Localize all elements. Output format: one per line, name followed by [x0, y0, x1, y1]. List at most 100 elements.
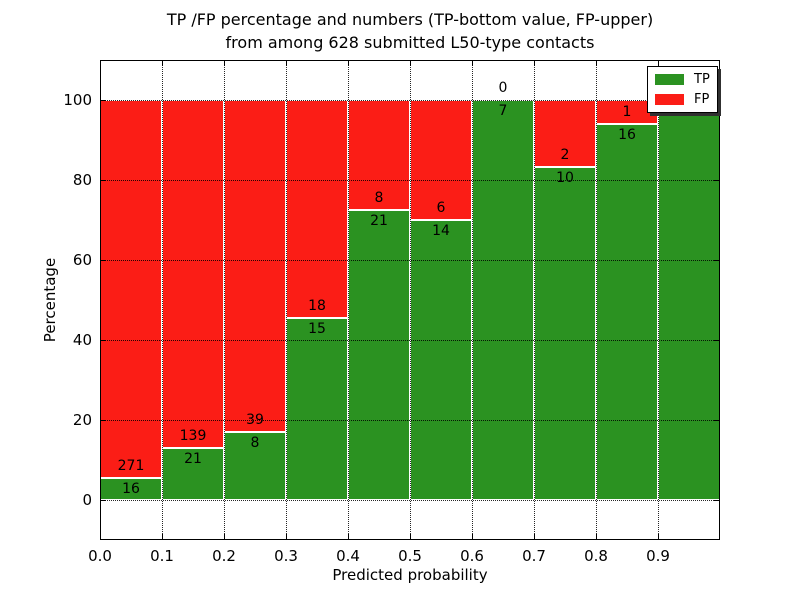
legend-swatch-tp: [655, 74, 684, 85]
x-tick: [100, 534, 101, 539]
legend-label-fp: FP: [694, 92, 710, 107]
y-tick: [101, 180, 106, 181]
x-tick-label: 0.1: [150, 547, 174, 565]
x-tick-label: 0.8: [584, 547, 608, 565]
chart-title-line1: TP /FP percentage and numbers (TP-bottom…: [166, 10, 654, 29]
fp-count-label: 271: [117, 457, 145, 474]
bar-tp-segment: [410, 220, 472, 500]
x-tick-label: 0.5: [398, 547, 422, 565]
bar-fp-segment: [286, 100, 348, 319]
fp-count-label: 0: [498, 80, 508, 96]
fp-count-label: 6: [436, 200, 446, 216]
y-tick-label: 100: [63, 91, 92, 109]
fp-count-label: 18: [308, 298, 326, 315]
x-tick: [286, 61, 287, 66]
y-tick-label: 20: [72, 411, 92, 429]
x-tick: [472, 61, 473, 66]
x-tick: [534, 61, 535, 66]
x-gridline: [224, 60, 225, 540]
fp-count-label: 2: [560, 146, 570, 163]
tp-count-label: 16: [618, 126, 636, 143]
x-gridline: [596, 60, 597, 540]
x-tick: [596, 534, 597, 539]
tp-count-label: 21: [370, 213, 388, 230]
bar-tp-segment: [286, 318, 348, 500]
y-axis-label: Percentage: [41, 257, 59, 343]
fp-count-label: 8: [374, 190, 384, 207]
bar-tp-segment: [472, 100, 534, 500]
x-tick-label: 0.6: [460, 547, 484, 565]
x-tick: [534, 534, 535, 539]
tp-count-label: 8: [250, 434, 260, 451]
legend-entry-fp: FP: [655, 92, 710, 107]
y-tick-label: 0: [82, 491, 92, 509]
x-tick-label: 0.0: [88, 547, 112, 565]
tp-count-label: 10: [556, 169, 574, 186]
fp-count-label: 139: [179, 427, 207, 444]
x-tick: [658, 534, 659, 539]
bar-fp-segment: [100, 100, 162, 478]
x-gridline: [472, 60, 473, 540]
legend-swatch-fp: [655, 94, 684, 105]
tp-count-label: 21: [184, 450, 202, 467]
x-tick: [472, 534, 473, 539]
y-tick: [714, 180, 719, 181]
y-tick-label: 80: [72, 171, 92, 189]
y-tick: [101, 260, 106, 261]
x-tick-label: 0.7: [522, 547, 546, 565]
x-axis-label: Predicted probability: [332, 566, 488, 584]
x-gridline: [286, 60, 287, 540]
bar-tp-segment: [224, 431, 286, 500]
y-tick: [101, 500, 106, 501]
bar-fp-segment: [162, 100, 224, 448]
y-tick: [714, 260, 719, 261]
x-tick-label: 0.2: [212, 547, 236, 565]
y-tick: [714, 340, 719, 341]
x-tick: [224, 61, 225, 66]
x-tick: [348, 61, 349, 66]
x-tick: [410, 534, 411, 539]
y-tick: [101, 420, 106, 421]
tp-count-label: 7: [498, 103, 508, 119]
x-gridline: [348, 60, 349, 540]
x-tick: [224, 534, 225, 539]
y-tick: [101, 100, 106, 101]
x-tick: [162, 534, 163, 539]
x-gridline: [658, 60, 659, 540]
y-tick: [714, 500, 719, 501]
x-tick-label: 0.3: [274, 547, 298, 565]
fp-count-label: 39: [246, 411, 264, 428]
y-tick: [101, 340, 106, 341]
x-gridline: [410, 60, 411, 540]
y-tick-label: 60: [72, 251, 92, 269]
bar-tp-segment: [658, 100, 720, 500]
legend-label-tp: TP: [694, 72, 710, 87]
tp-count-label: 16: [122, 480, 140, 497]
y-tick: [714, 420, 719, 421]
tp-count-label: 15: [308, 321, 326, 338]
x-gridline: [162, 60, 163, 540]
x-tick: [286, 534, 287, 539]
bar-tp-segment: [534, 166, 596, 500]
legend: TP FP: [647, 66, 718, 113]
x-tick: [596, 61, 597, 66]
x-tick-label: 0.9: [646, 547, 670, 565]
legend-entry-tp: TP: [655, 72, 710, 87]
x-tick: [162, 61, 163, 66]
x-tick: [410, 61, 411, 66]
bar-fp-segment: [224, 100, 286, 432]
x-tick: [658, 61, 659, 66]
tp-count-label: 14: [432, 223, 450, 239]
y-tick-label: 40: [72, 331, 92, 349]
bar-fp-segment: [348, 100, 410, 211]
bar-tp-segment: [348, 210, 410, 500]
bar-tp-segment: [162, 447, 224, 500]
x-tick: [100, 61, 101, 66]
chart-title: TP /FP percentage and numbers (TP-bottom…: [100, 8, 720, 54]
fp-count-label: 1: [622, 103, 632, 120]
x-gridline: [534, 60, 535, 540]
x-tick: [348, 534, 349, 539]
chart-title-line2: from among 628 submitted L50-type contac…: [225, 33, 595, 52]
x-tick-label: 0.4: [336, 547, 360, 565]
